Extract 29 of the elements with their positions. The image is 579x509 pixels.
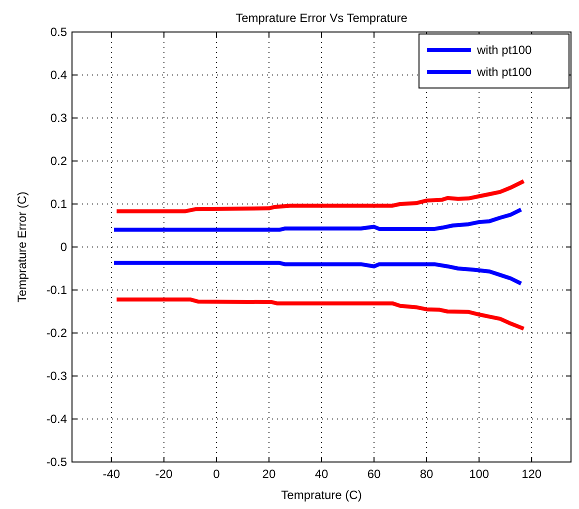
line-series [114,297,526,331]
x-tick-label: -20 [155,467,173,481]
y-axis-title: Temprature Error (C) [15,192,29,302]
y-tick-label: -0.5 [46,455,68,469]
y-tick-label: 0.5 [50,25,68,39]
x-tick-label: 120 [522,467,542,481]
line-series [114,179,526,214]
y-tick-label: -0.2 [46,326,68,340]
x-tick-label: 0 [213,467,220,481]
y-tick-label: 0.2 [50,154,68,168]
y-tick-label: -0.4 [46,412,68,426]
y-tick-label: -0.3 [46,369,68,383]
legend-label: with pt100 [476,43,532,57]
x-axis-title: Temprature (C) [281,488,362,502]
y-tick-label: 0 [60,240,68,254]
x-tick-label: 20 [262,467,276,481]
y-tick-label: -0.1 [46,283,68,297]
x-tick-label: 60 [367,467,382,481]
y-tick-label: 0.4 [50,68,68,82]
line-series [112,208,524,232]
x-tick-label: 40 [314,467,328,481]
x-tick-label: 80 [420,467,434,481]
legend-label: with pt100 [476,65,532,79]
y-tick-label: 0.3 [50,111,68,125]
x-tick-label: 100 [469,467,490,481]
line-series [112,260,524,286]
x-tick-label: -40 [102,467,120,481]
chart-title: Temprature Error Vs Temprature [236,11,408,25]
y-tick-label: 0.1 [50,197,68,211]
